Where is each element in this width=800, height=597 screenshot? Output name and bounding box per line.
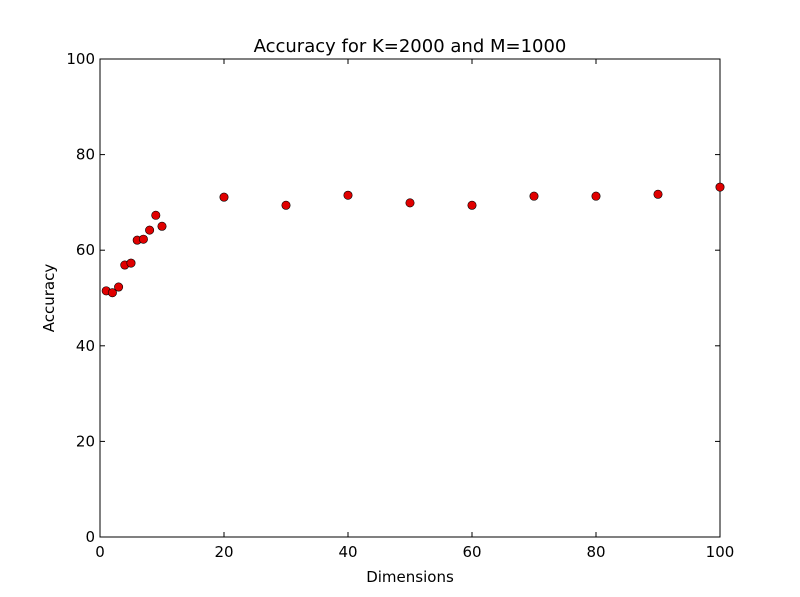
x-tick-label: 60 (462, 543, 481, 561)
data-point (126, 258, 136, 268)
data-points (101, 182, 725, 298)
data-point (591, 191, 601, 201)
y-axis-label: Accuracy (40, 264, 58, 333)
data-point (145, 225, 155, 235)
data-point (653, 189, 663, 199)
data-point (114, 282, 124, 292)
axis-ticks: 0 20 40 60 80 100 0 20 40 60 80 100 (66, 50, 734, 561)
data-point (281, 200, 291, 210)
y-tick-label: 0 (85, 528, 95, 546)
x-tick-label: 100 (706, 543, 735, 561)
chart-title: Accuracy for K=2000 and M=1000 (254, 36, 567, 57)
data-point (107, 288, 117, 298)
x-axis-label: Dimensions (366, 568, 454, 586)
plot-area (99, 58, 721, 538)
x-tick-label: 20 (214, 543, 233, 561)
y-tick-label: 20 (76, 432, 95, 450)
data-point (219, 192, 229, 202)
data-point (405, 198, 415, 208)
data-point (529, 191, 539, 201)
x-tick-label: 0 (95, 543, 105, 561)
data-point (467, 200, 477, 210)
data-point (138, 234, 148, 244)
x-tick-label: 40 (338, 543, 357, 561)
y-tick-label: 100 (66, 50, 95, 68)
y-tick-label: 80 (76, 146, 95, 164)
data-point (151, 210, 161, 220)
data-point (343, 190, 353, 200)
y-tick-label: 60 (76, 241, 95, 259)
data-point (157, 221, 167, 231)
data-point (715, 182, 725, 192)
y-tick-label: 40 (76, 337, 95, 355)
x-tick-label: 80 (586, 543, 605, 561)
